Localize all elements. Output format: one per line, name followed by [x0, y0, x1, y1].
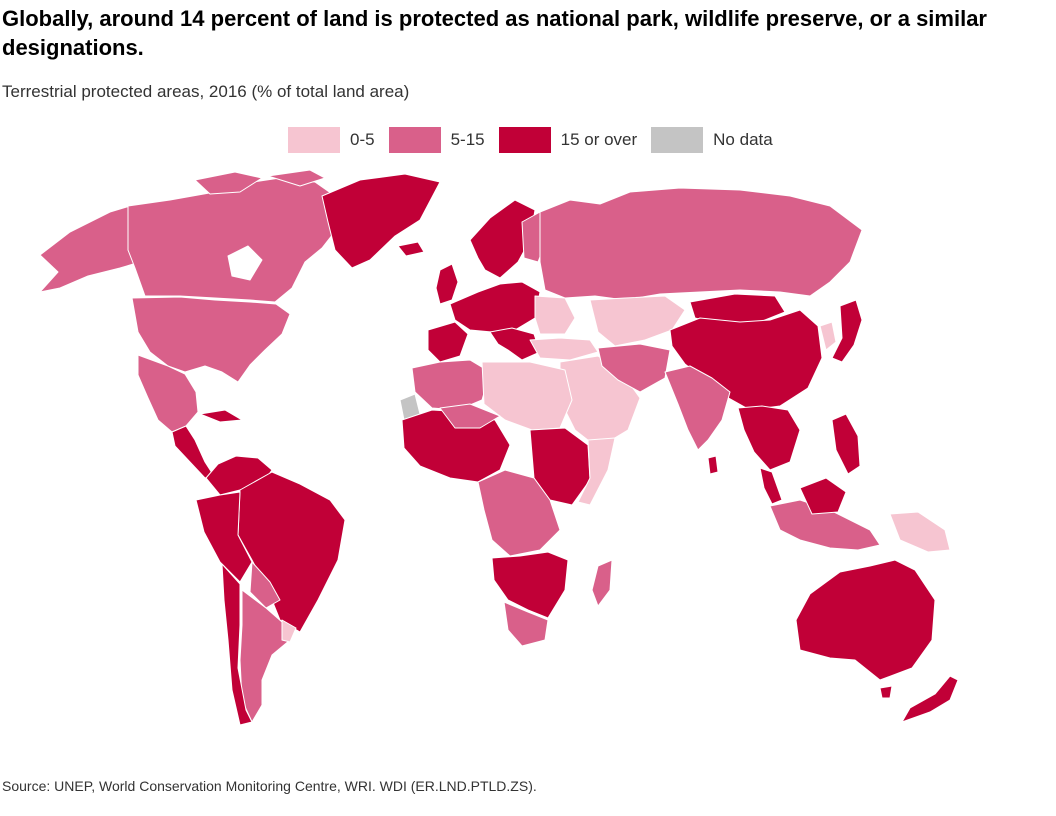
- region-usa: [131, 296, 291, 383]
- region-iberia: [427, 321, 469, 363]
- world-map: [39, 170, 959, 726]
- region-horn-of-africa: [577, 437, 616, 506]
- legend-item-no-data: No data: [651, 127, 773, 153]
- region-uk: [435, 263, 459, 305]
- chart-subtitle: Terrestrial protected areas, 2016 (% of …: [2, 82, 410, 101]
- region-western-europe: [449, 281, 541, 333]
- region-canada: [127, 177, 341, 303]
- legend-label-15-or-over: 15 or over: [560, 130, 638, 149]
- region-brazil: [237, 471, 346, 633]
- legend-swatch-15-or-over: [498, 127, 551, 153]
- region-australia: [795, 559, 936, 681]
- region-southern-africa: [491, 551, 569, 619]
- legend-item-0-5: 0-5: [288, 127, 375, 153]
- region-alaska: [39, 205, 141, 293]
- region-chile: [221, 563, 253, 726]
- region-cuba: [199, 409, 243, 423]
- region-russia: [539, 187, 863, 301]
- region-borneo: [799, 477, 847, 515]
- region-north-africa-west: [411, 359, 491, 411]
- chart-title: Globally, around 14 percent of land is p…: [2, 6, 987, 60]
- legend-item-5-15: 5-15: [388, 127, 485, 153]
- region-southeast-asia: [737, 405, 801, 471]
- region-central-africa: [477, 469, 561, 557]
- region-argentina: [239, 589, 291, 723]
- legend-label-no-data: No data: [713, 130, 773, 149]
- source-note: Source: UNEP, World Conservation Monitor…: [2, 778, 537, 794]
- region-canada-islands: [194, 170, 326, 195]
- legend-swatch-no-data: [651, 127, 704, 153]
- region-eastern-europe: [534, 295, 576, 335]
- legend-item-15-or-over: 15 or over: [498, 127, 638, 153]
- region-malay-peninsula: [759, 467, 783, 505]
- region-central-america: [171, 425, 215, 479]
- region-greenland: [321, 173, 441, 269]
- region-philippines: [831, 413, 861, 475]
- legend: 0-5 5-15 15 or over No data: [288, 127, 787, 153]
- region-new-zealand: [901, 675, 959, 723]
- region-sahel: [439, 403, 501, 429]
- region-madagascar: [591, 559, 613, 607]
- region-tasmania: [879, 685, 893, 699]
- region-hudson-bay: [227, 245, 263, 281]
- region-japan: [831, 299, 863, 363]
- region-iran-afghanistan: [597, 343, 671, 393]
- region-turkey: [529, 337, 599, 361]
- region-paraguay: [249, 561, 281, 609]
- legend-swatch-5-15: [388, 127, 441, 153]
- region-india: [664, 365, 731, 451]
- legend-swatch-0-5: [288, 127, 340, 153]
- region-new-guinea: [889, 511, 951, 553]
- region-italy-balkans: [489, 327, 541, 361]
- region-korea: [819, 321, 837, 351]
- region-south-africa: [503, 601, 549, 647]
- region-north-africa-east: [481, 361, 573, 431]
- region-sri-lanka: [707, 455, 719, 475]
- legend-label-5-15: 5-15: [450, 130, 485, 149]
- legend-label-0-5: 0-5: [350, 130, 375, 149]
- region-uruguay: [281, 619, 297, 643]
- region-iceland: [397, 241, 425, 257]
